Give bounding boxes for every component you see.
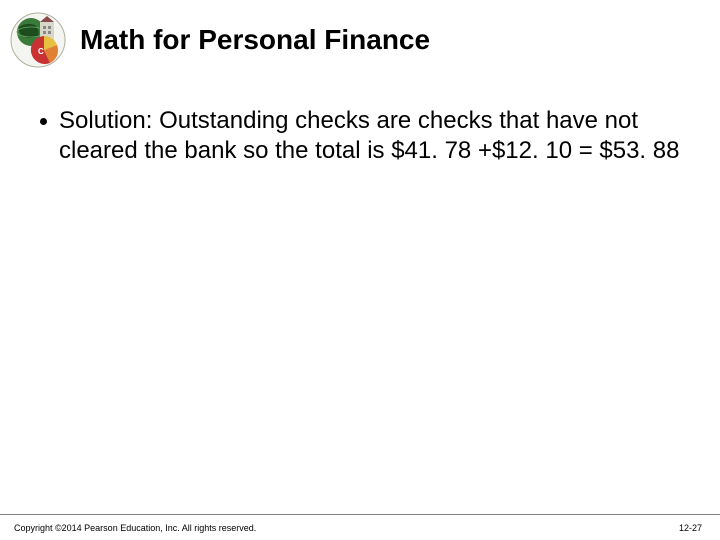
copyright-text: Copyright ©2014 Pearson Education, Inc. …	[14, 523, 256, 533]
slide-footer: Copyright ©2014 Pearson Education, Inc. …	[0, 514, 720, 540]
finance-logo-icon: C	[10, 12, 66, 68]
page-number: 12-27	[679, 523, 702, 533]
slide-body: Solution: Outstanding checks are checks …	[0, 68, 720, 166]
slide-header: C Math for Personal Finance	[0, 0, 720, 68]
bullet-text: Solution: Outstanding checks are checks …	[59, 106, 686, 166]
svg-text:C: C	[38, 47, 44, 56]
slide-title: Math for Personal Finance	[80, 25, 430, 56]
bullet-marker-icon	[40, 118, 47, 125]
bullet-item: Solution: Outstanding checks are checks …	[34, 106, 686, 166]
